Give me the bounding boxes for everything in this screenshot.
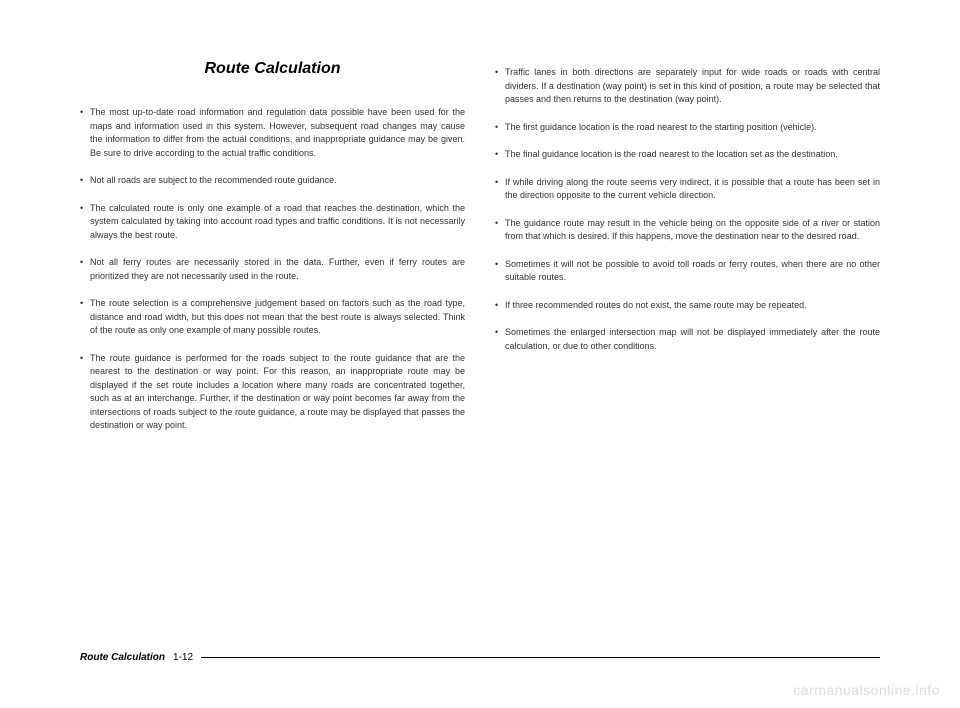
bullet-item: If three recommended routes do not exist… [495,299,880,313]
page-content: Route Calculation The most up-to-date ro… [80,60,880,447]
bullet-item: Not all ferry routes are necessarily sto… [80,256,465,283]
bullet-item: If while driving along the route seems v… [495,176,880,203]
bullet-item: The calculated route is only one example… [80,202,465,243]
right-column: Traffic lanes in both directions are sep… [495,60,880,447]
bullet-item: Traffic lanes in both directions are sep… [495,66,880,107]
bullet-item: The route guidance is performed for the … [80,352,465,433]
bullet-item: The most up-to-date road information and… [80,106,465,160]
bullet-item: The guidance route may result in the veh… [495,217,880,244]
page-title: Route Calculation [80,60,465,78]
footer-page: 1-12 [173,652,193,663]
footer-title: Route Calculation [80,652,165,663]
bullet-item: The first guidance location is the road … [495,121,880,135]
bullet-item: Sometimes it will not be possible to avo… [495,258,880,285]
bullet-item: Not all roads are subject to the recomme… [80,174,465,188]
watermark: carmanualsonline.info [793,682,940,698]
left-column: Route Calculation The most up-to-date ro… [80,60,465,447]
footer-line [201,657,880,658]
page-footer: Route Calculation 1-12 [80,652,880,663]
bullet-item: Sometimes the enlarged intersection map … [495,326,880,353]
bullet-item: The final guidance location is the road … [495,148,880,162]
bullet-item: The route selection is a comprehensive j… [80,297,465,338]
